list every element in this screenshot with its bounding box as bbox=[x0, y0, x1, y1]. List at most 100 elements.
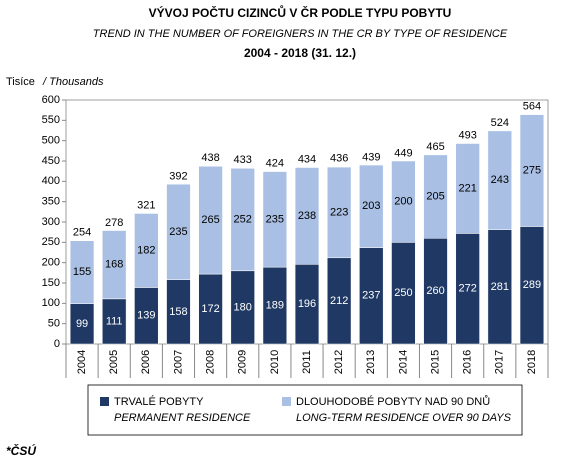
y-tick-label: 100 bbox=[42, 297, 60, 309]
x-tick-label: 2006 bbox=[140, 350, 152, 374]
y-tick-label: 550 bbox=[42, 114, 60, 126]
value-label: 243 bbox=[491, 174, 509, 186]
bar-segment bbox=[166, 183, 191, 280]
y-tick-label: 250 bbox=[42, 236, 60, 248]
value-label: 281 bbox=[491, 281, 509, 293]
total-label: 564 bbox=[523, 101, 541, 113]
source: *ČSÚ bbox=[6, 443, 36, 458]
legend-label-en: PERMANENT RESIDENCE bbox=[114, 412, 251, 424]
x-tick-label: 2009 bbox=[237, 350, 249, 374]
x-tick-label: 2017 bbox=[494, 350, 506, 374]
legend-swatch bbox=[100, 397, 109, 406]
bar-segment bbox=[423, 154, 448, 239]
y-tick-label: 300 bbox=[42, 216, 60, 228]
bar-segment bbox=[519, 114, 545, 227]
value-label: 205 bbox=[426, 190, 444, 202]
value-label: 99 bbox=[76, 318, 88, 330]
total-label: 449 bbox=[394, 147, 412, 159]
legend-swatch bbox=[282, 397, 291, 406]
x-tick-label: 2011 bbox=[301, 350, 313, 374]
total-label: 392 bbox=[169, 170, 187, 182]
x-tick-label: 2005 bbox=[108, 350, 120, 374]
value-label: 250 bbox=[394, 287, 412, 299]
value-label: 221 bbox=[458, 182, 476, 194]
value-label: 252 bbox=[234, 213, 252, 225]
value-label: 168 bbox=[105, 259, 123, 271]
value-label: 275 bbox=[523, 164, 541, 176]
bar-segment bbox=[102, 230, 127, 300]
total-label: 438 bbox=[201, 152, 219, 164]
y-tick-label: 0 bbox=[54, 338, 60, 350]
value-label: 289 bbox=[523, 279, 541, 291]
y-label-en: / Thousands bbox=[42, 76, 104, 88]
value-label: 200 bbox=[394, 196, 412, 208]
y-tick-label: 600 bbox=[42, 94, 60, 106]
bar-segment bbox=[134, 213, 159, 288]
bar-segment bbox=[198, 166, 223, 275]
value-label: 212 bbox=[330, 295, 348, 307]
value-label: 172 bbox=[201, 303, 219, 315]
y-tick-label: 500 bbox=[42, 135, 60, 147]
y-tick-label: 50 bbox=[48, 318, 60, 330]
x-tick-label: 2008 bbox=[205, 350, 217, 374]
legend-label: TRVALÉ POBYTY bbox=[114, 395, 204, 408]
legend-box bbox=[87, 384, 523, 436]
value-label: 235 bbox=[266, 213, 284, 225]
legend-label: DLOUHODOBÉ POBYTY NAD 90 DNŮ bbox=[296, 395, 490, 408]
value-label: 265 bbox=[201, 214, 219, 226]
value-label: 223 bbox=[330, 206, 348, 218]
total-label: 436 bbox=[330, 153, 348, 165]
value-label: 182 bbox=[137, 244, 155, 256]
total-label: 424 bbox=[266, 157, 284, 169]
value-label: 237 bbox=[362, 290, 380, 302]
value-label: 238 bbox=[298, 210, 316, 222]
total-label: 278 bbox=[105, 217, 123, 229]
x-tick-label: 2007 bbox=[172, 350, 184, 374]
value-label: 111 bbox=[106, 315, 123, 327]
value-label: 203 bbox=[362, 200, 380, 212]
y-tick-label: 350 bbox=[42, 196, 60, 208]
chart-period: 2004 - 2018 (31. 12.) bbox=[244, 46, 356, 60]
y-tick-label: 200 bbox=[42, 257, 60, 269]
bar-segment bbox=[455, 143, 480, 234]
bar-segment bbox=[391, 160, 416, 243]
value-label: 139 bbox=[137, 310, 155, 322]
total-label: 524 bbox=[491, 117, 509, 129]
total-label: 434 bbox=[298, 153, 316, 165]
value-label: 272 bbox=[458, 283, 476, 295]
value-label: 260 bbox=[426, 285, 444, 297]
total-label: 254 bbox=[73, 227, 91, 239]
value-label: 189 bbox=[266, 299, 284, 311]
bar-segment bbox=[487, 130, 512, 230]
bar-segment bbox=[294, 167, 320, 265]
x-tick-label: 2004 bbox=[76, 350, 88, 374]
y-tick-label: 150 bbox=[42, 277, 60, 289]
legend-label-en: LONG-TERM RESIDENCE OVER 90 DAYS bbox=[296, 412, 512, 424]
x-tick-label: 2014 bbox=[397, 350, 409, 374]
total-label: 439 bbox=[362, 151, 380, 163]
x-tick-label: 2012 bbox=[333, 350, 345, 374]
x-tick-label: 2015 bbox=[429, 350, 441, 374]
bar-segment bbox=[359, 164, 384, 248]
x-tick-label: 2016 bbox=[462, 350, 474, 374]
value-label: 180 bbox=[234, 301, 252, 313]
y-tick-label: 450 bbox=[42, 155, 60, 167]
value-label: 158 bbox=[169, 306, 187, 318]
value-label: 155 bbox=[73, 266, 91, 278]
bar-segment bbox=[326, 166, 352, 259]
total-label: 321 bbox=[137, 199, 155, 211]
bar-segment bbox=[230, 168, 255, 272]
chart-subtitle: TREND IN THE NUMBER OF FOREIGNERS IN THE… bbox=[93, 28, 508, 40]
x-tick-label: 2013 bbox=[365, 350, 377, 374]
value-label: 235 bbox=[169, 226, 187, 238]
bar-segment bbox=[262, 171, 288, 268]
total-label: 433 bbox=[234, 154, 252, 166]
x-tick-label: 2018 bbox=[526, 350, 538, 374]
value-label: 196 bbox=[298, 298, 316, 310]
chart-title: VÝVOJ POČTU CIZINCŮ V ČR PODLE TYPU POBY… bbox=[149, 4, 452, 20]
total-label: 465 bbox=[426, 141, 444, 153]
y-label: Tisíce bbox=[6, 76, 35, 88]
total-label: 493 bbox=[458, 129, 476, 141]
x-tick-label: 2010 bbox=[269, 350, 281, 374]
